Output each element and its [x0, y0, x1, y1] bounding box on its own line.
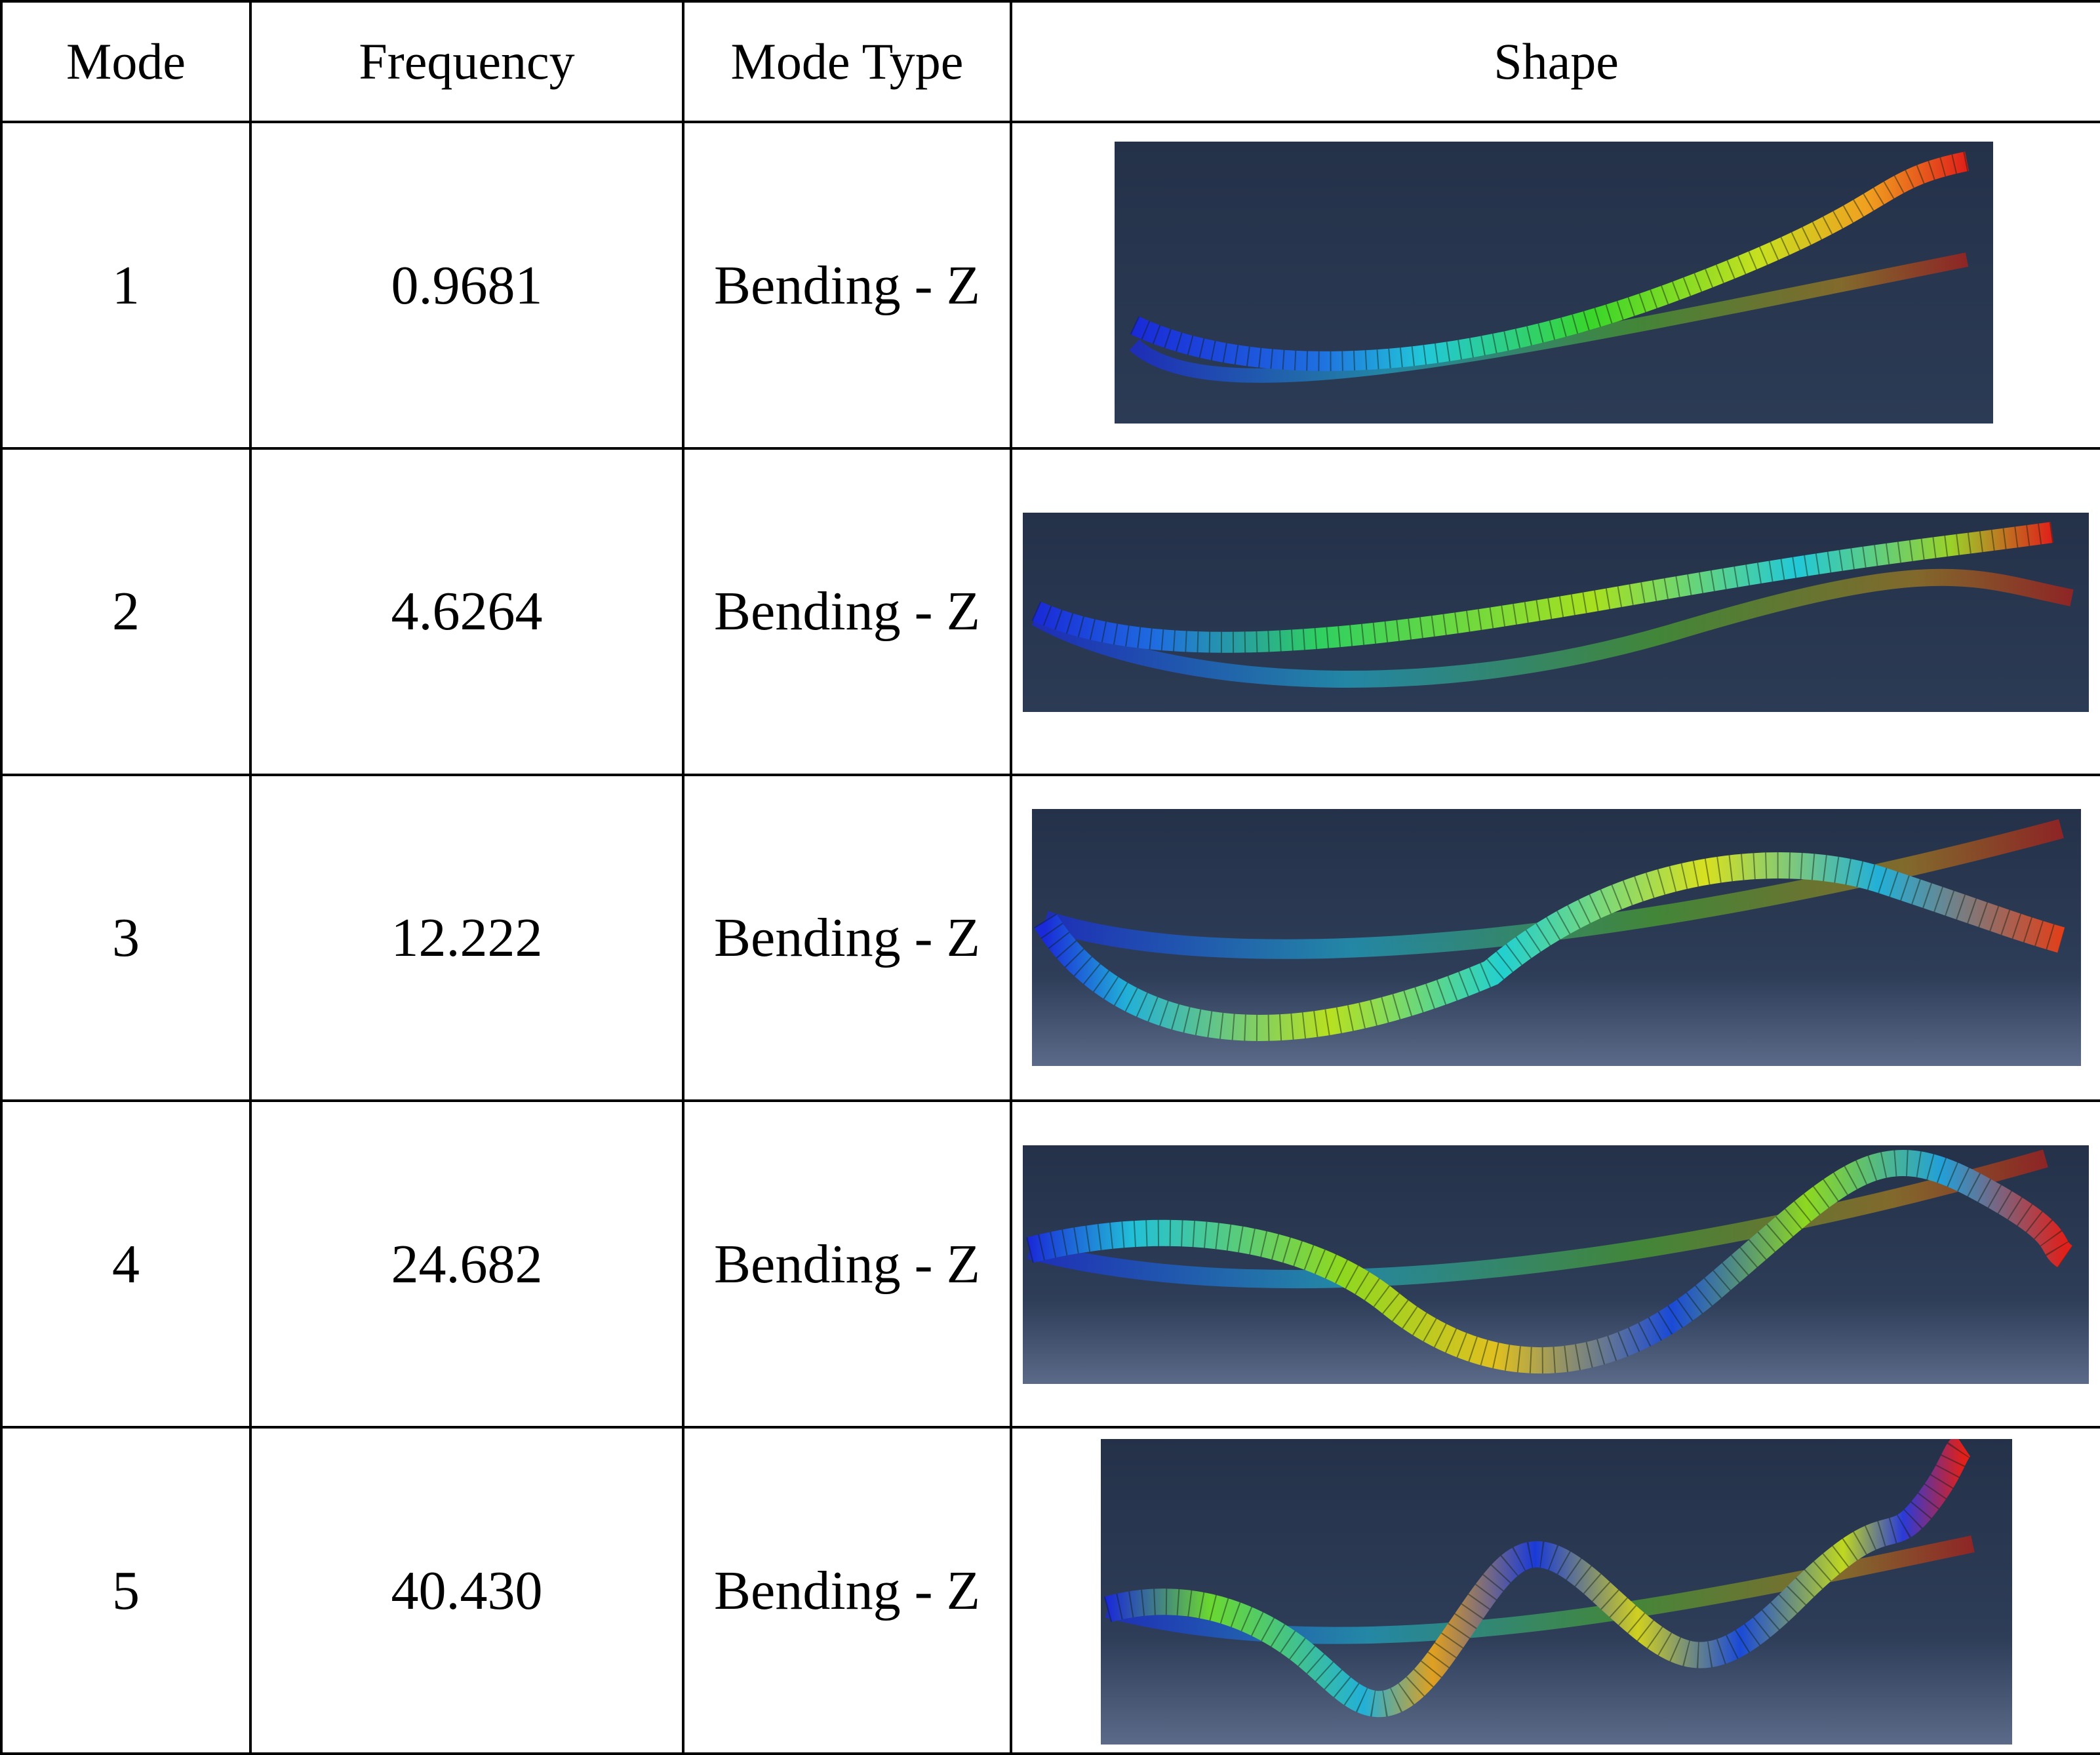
mode-type: Bending - Z [682, 121, 1012, 450]
shape-cell [1010, 121, 2100, 450]
mode-shape-image [1023, 513, 2089, 712]
mode-number: 3 [0, 773, 252, 1103]
shape-cell [1010, 773, 2100, 1103]
frequency-value: 0.9681 [249, 121, 684, 450]
mode-number: 1 [0, 121, 252, 450]
frequency-value: 24.682 [249, 1099, 684, 1429]
header-mode: Mode [0, 0, 252, 124]
table-row: 3 12.222 Bending - Z [0, 773, 2100, 1103]
mode-type: Bending - Z [682, 447, 1012, 776]
mode-shape-image [1023, 1145, 2089, 1385]
mode-type: Bending - Z [682, 1426, 1012, 1755]
header-mode-type: Mode Type [682, 0, 1012, 124]
table-row: 2 4.6264 Bending - Z [0, 447, 2100, 776]
mode-type: Bending - Z [682, 1099, 1012, 1429]
mode-shape-image [1115, 142, 1993, 424]
mode-type: Bending - Z [682, 773, 1012, 1103]
shape-cell [1010, 1426, 2100, 1755]
table-row: 4 24.682 Bending - Z [0, 1099, 2100, 1429]
table-row: 1 0.9681 Bending - Z [0, 121, 2100, 450]
mode-shape-image [1032, 808, 2081, 1066]
header-frequency: Frequency [249, 0, 684, 124]
shape-cell [1010, 447, 2100, 776]
header-shape: Shape [1010, 0, 2100, 124]
header-row: Mode Frequency Mode Type Shape [0, 0, 2100, 124]
mode-number: 4 [0, 1099, 252, 1429]
mode-number: 5 [0, 1426, 252, 1755]
table-row: 5 40.430 Bending - Z [0, 1426, 2100, 1755]
frequency-value: 12.222 [249, 773, 684, 1103]
frequency-value: 40.430 [249, 1426, 684, 1755]
mode-number: 2 [0, 447, 252, 776]
shape-cell [1010, 1099, 2100, 1429]
mode-shape-image [1101, 1439, 2012, 1745]
frequency-value: 4.6264 [249, 447, 684, 776]
